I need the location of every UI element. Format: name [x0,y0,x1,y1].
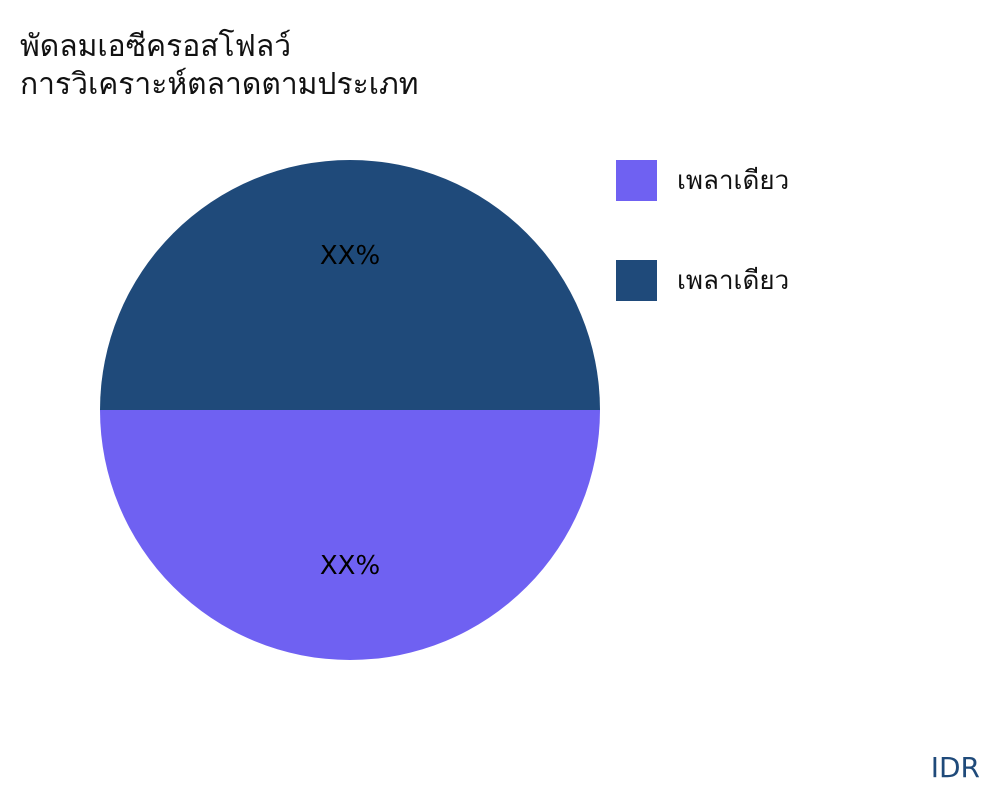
chart-subtitle: การวิเคราะห์ตลาดตามประเภท [20,67,419,102]
pie-slice [100,410,600,660]
legend-label: เพลาเดียว [677,266,790,296]
chart-title: พัดลมเอซีครอสโฟลว์ [20,29,292,64]
legend-label: เพลาเดียว [677,166,790,196]
pie-slice [100,160,600,410]
slice-label: XX% [320,241,380,271]
slice-label: XX% [320,551,380,581]
legend-item: เพลาเดียว [616,260,789,301]
chart-title-block: พัดลมเอซีครอสโฟลว์ การวิเคราะห์ตลาดตามปร… [20,28,419,104]
brand-logo: IDR [930,751,980,784]
legend-item: เพลาเดียว [616,160,789,201]
legend-swatch [616,260,657,301]
legend-swatch [616,160,657,201]
